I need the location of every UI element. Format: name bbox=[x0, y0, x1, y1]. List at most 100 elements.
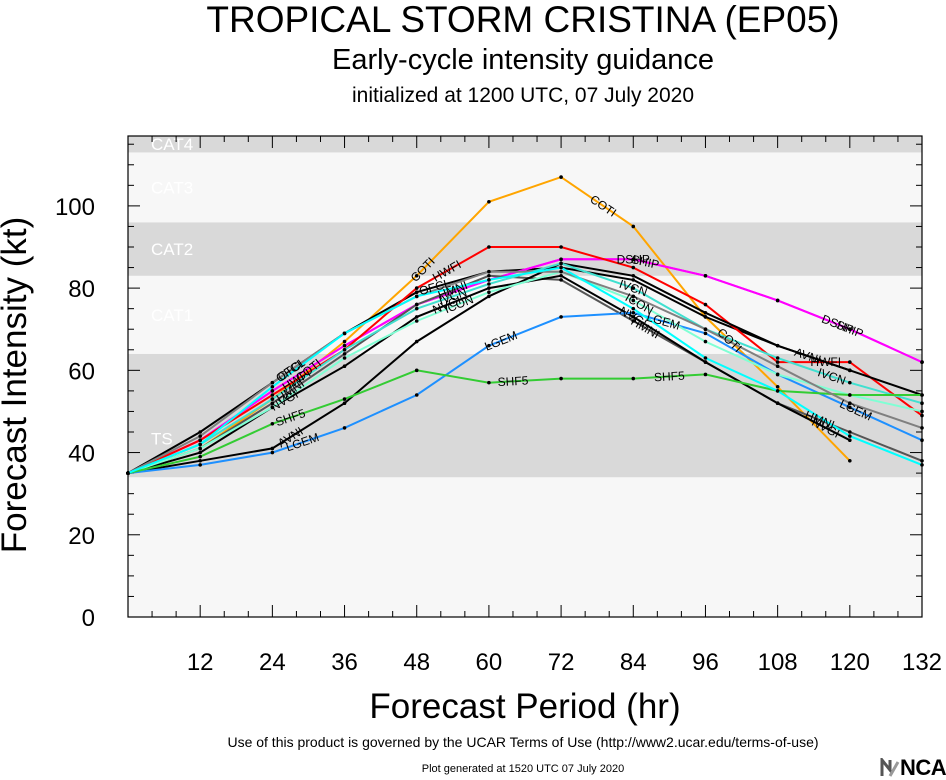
data-point-nvgi bbox=[559, 273, 563, 278]
data-point-ivcn bbox=[631, 286, 636, 290]
data-point-icon bbox=[775, 372, 780, 377]
data-point-lgem bbox=[414, 393, 419, 397]
ncar-logo-text: NCAR bbox=[900, 755, 946, 780]
data-point-shf5 bbox=[487, 380, 491, 385]
data-point-shf5 bbox=[848, 393, 852, 397]
data-point-lgem bbox=[848, 405, 852, 410]
data-point-icon bbox=[703, 339, 708, 344]
axes: 12 24 36 48 60 72 84 96 108 120 132 0 20 40 60 80 100 bbox=[55, 135, 942, 676]
data-point-dshp bbox=[775, 298, 780, 303]
data-point-hmni bbox=[559, 278, 563, 282]
data-point-ctci bbox=[270, 380, 275, 385]
data-point-dshp bbox=[703, 273, 708, 278]
chart-title: TROPICAL STORM CRISTINA (EP05) bbox=[206, 0, 840, 40]
y-tick-label: 80 bbox=[68, 276, 95, 303]
data-point-shf5 bbox=[703, 372, 708, 377]
data-point-hwfi bbox=[920, 413, 924, 418]
data-point-shf5 bbox=[559, 376, 563, 381]
data-point-hwfi bbox=[414, 286, 419, 290]
data-point-dshp bbox=[342, 343, 347, 348]
data-point-hmni bbox=[270, 401, 275, 406]
data-point-dshp2 bbox=[631, 306, 636, 311]
x-tick-label: 108 bbox=[758, 649, 798, 676]
data-point-nvgi bbox=[414, 315, 419, 319]
data-point-lgem bbox=[487, 343, 491, 348]
data-point-ctci bbox=[631, 294, 636, 299]
data-point-ctci bbox=[920, 426, 924, 430]
initialized-time: initialized at 1200 UTC, 07 July 2020 bbox=[351, 84, 695, 107]
data-point-lgem bbox=[559, 315, 563, 319]
data-point-avni bbox=[270, 446, 275, 451]
data-point-shf5 bbox=[342, 397, 347, 401]
data-point-ctci bbox=[198, 434, 202, 438]
x-tick-label: 12 bbox=[187, 649, 214, 676]
series-line-hmni bbox=[127, 274, 923, 475]
data-point-ctci bbox=[848, 401, 852, 406]
x-axis-label: Forecast Period (hr) bbox=[369, 687, 680, 726]
data-point-dshp2 bbox=[775, 389, 780, 393]
data-point-nvgi bbox=[848, 438, 852, 443]
data-point-coti bbox=[414, 273, 419, 278]
y-tick-label: 20 bbox=[68, 523, 95, 550]
band-label-cat3: CAT3 bbox=[151, 178, 193, 197]
data-point-icon bbox=[270, 405, 275, 410]
data-point-icon bbox=[631, 298, 636, 303]
data-point-shf5 bbox=[198, 454, 202, 459]
data-point-hwfi bbox=[198, 438, 202, 443]
data-point-dshp2 bbox=[414, 294, 419, 299]
generated-time: Plot generated at 1520 UTC 07 July 2020 bbox=[421, 763, 625, 775]
x-tick-label: 72 bbox=[548, 649, 575, 676]
data-point-ivcn bbox=[414, 306, 419, 311]
data-point-shf5 bbox=[631, 376, 636, 381]
data-point-coti bbox=[631, 224, 636, 229]
data-point-ofcl bbox=[703, 315, 708, 319]
series-lines bbox=[126, 175, 924, 475]
data-point-avni bbox=[848, 368, 852, 373]
data-point-dshp2 bbox=[126, 471, 130, 475]
data-point-shf5 bbox=[414, 368, 419, 373]
data-point-ctci bbox=[487, 269, 491, 274]
series-line-dshp bbox=[127, 258, 923, 475]
data-point-lgem bbox=[631, 310, 636, 315]
data-point-ctci bbox=[775, 364, 780, 369]
data-point-lgem bbox=[342, 426, 347, 430]
series-line-avni bbox=[127, 262, 923, 475]
data-point-ivcn bbox=[920, 401, 924, 406]
data-point-ivcn bbox=[270, 397, 275, 401]
data-point-dshp bbox=[559, 257, 563, 262]
y-tick-label: 100 bbox=[55, 194, 95, 221]
series-line-ctci bbox=[127, 270, 923, 474]
data-point-avni bbox=[414, 339, 419, 344]
y-tick-label: 40 bbox=[68, 441, 95, 468]
x-tick-label: 36 bbox=[331, 649, 358, 676]
series-label-ship: SHIP bbox=[630, 252, 660, 272]
series-label-shf5: SHF5 bbox=[654, 369, 686, 385]
x-tick-label: 48 bbox=[403, 649, 430, 676]
data-point-hwfi bbox=[559, 245, 563, 249]
data-point-dshp bbox=[920, 360, 924, 364]
data-point-dshp2 bbox=[198, 442, 202, 447]
data-point-dshp2 bbox=[920, 463, 924, 467]
data-point-hmni bbox=[848, 430, 852, 434]
data-point-ctci bbox=[703, 327, 708, 332]
band-cat3 bbox=[128, 152, 922, 223]
series-line-dshp2 bbox=[127, 266, 923, 475]
terms-of-use[interactable]: Use of this product is governed by the U… bbox=[227, 734, 819, 750]
data-point-hwfi bbox=[848, 360, 852, 364]
data-point-lgem bbox=[920, 438, 924, 443]
data-point-nvgi bbox=[631, 315, 636, 319]
band-label-cat2: CAT2 bbox=[151, 240, 193, 259]
data-point-ivcn bbox=[342, 347, 347, 352]
band-label-ts: TS bbox=[151, 429, 173, 448]
series-label-hwfi: HWFI bbox=[810, 355, 841, 369]
x-tick-label: 132 bbox=[902, 649, 942, 676]
data-point-coti bbox=[487, 199, 491, 204]
data-point-hwfi bbox=[703, 302, 708, 307]
data-point-avni bbox=[487, 294, 491, 299]
x-tick-label: 84 bbox=[620, 649, 647, 676]
data-point-hwfi bbox=[270, 393, 275, 397]
data-point-ofcl bbox=[631, 278, 636, 282]
ncar-logo-icon bbox=[880, 758, 900, 777]
data-point-coti bbox=[559, 175, 563, 179]
series-label-dshp: DSHP bbox=[617, 252, 650, 266]
